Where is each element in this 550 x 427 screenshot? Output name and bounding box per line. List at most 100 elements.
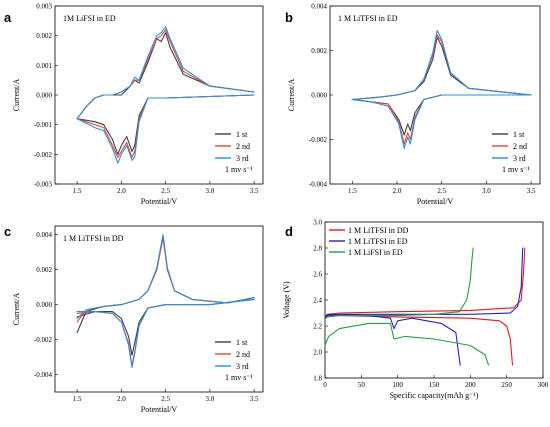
series-line-1-forward xyxy=(76,32,255,120)
x-tick-label: 1.5 xyxy=(73,395,82,403)
x-axis-label: Specific capacity(mAh g⁻¹) xyxy=(390,391,479,400)
x-axis-label: Potential/V xyxy=(141,197,178,206)
legend-label: 1 M LiTFSI in DD xyxy=(348,226,409,235)
y-tick-label: 0.003 xyxy=(36,3,52,11)
x-tick-label: 3.0 xyxy=(206,395,215,403)
x-tick-label: 3.5 xyxy=(250,187,259,195)
legend-label: 3 rd xyxy=(236,362,249,371)
series-line-3-return xyxy=(324,322,490,366)
scan-rate-label: 1 mv s⁻¹ xyxy=(225,373,254,382)
series-line-2-return xyxy=(76,298,255,367)
legend-label: 1 M LiTFSI in ED xyxy=(348,237,408,246)
series-line-3-return xyxy=(351,94,532,149)
x-tick-label: 3.5 xyxy=(527,187,536,195)
x-tick-label: 2.0 xyxy=(117,187,126,195)
series-line-3-forward xyxy=(76,26,255,120)
plot-frame xyxy=(54,225,264,393)
y-tick-label: -0.001 xyxy=(34,121,53,129)
legend-label: 2 nd xyxy=(513,142,527,151)
legend-label: 1 st xyxy=(513,130,525,139)
chart-panel-b: b 1.5 2.0 2.5 3.0 3.5 -0.004 -0.002 0.000 0.002 0.… xyxy=(285,3,541,206)
x-tick-label: 3.0 xyxy=(482,187,491,195)
x-tick-label: 300 xyxy=(538,381,549,389)
plot-frame xyxy=(54,5,264,185)
series-line-1-forward xyxy=(324,247,526,318)
y-tick-label: -0.004 xyxy=(34,371,53,379)
chart-annotation: 1 M LiTFSI in ED xyxy=(338,14,398,23)
x-tick-label: 1.5 xyxy=(348,187,357,195)
y-axis-label: Current/A xyxy=(12,293,21,326)
chart-panel-a: a 1.5 2.0 2.5 3.0 3.5 -0.003 -0.002 -0.001 0.000 0… xyxy=(4,3,264,206)
x-tick-label: 2.5 xyxy=(161,395,170,403)
series-line-1-return xyxy=(76,298,255,356)
series-line-2-forward xyxy=(351,34,532,101)
series-line-3-forward xyxy=(76,234,255,320)
x-tick-label: 2.0 xyxy=(117,395,126,403)
y-tick-label: 1.8 xyxy=(313,375,322,383)
series-line-1-return xyxy=(324,315,514,366)
y-tick-label: 0.001 xyxy=(36,62,52,70)
chart-annotation: 1M LiFSI in ED xyxy=(63,14,116,23)
scan-rate-label: 1 mv s⁻¹ xyxy=(502,165,531,174)
panel-letter-d: d xyxy=(285,224,293,239)
series-line-3-return xyxy=(76,298,255,369)
series-line-2-return xyxy=(351,94,532,145)
y-tick-label: 0.000 xyxy=(36,301,52,309)
x-tick-label: 200 xyxy=(465,381,476,389)
y-tick-label: 2.4 xyxy=(313,297,322,305)
x-tick-label: 50 xyxy=(358,381,366,389)
series-line-2-forward xyxy=(324,247,524,319)
y-tick-label: -0.002 xyxy=(309,136,328,144)
y-tick-label: 0.002 xyxy=(311,47,327,55)
y-tick-label: 2.0 xyxy=(313,349,322,357)
chart-annotation: 1 M LiTFSI in DD xyxy=(63,234,124,243)
panel-letter-a: a xyxy=(4,10,12,25)
series-line-2-forward xyxy=(76,29,255,120)
y-tick-label: 0.002 xyxy=(36,266,52,274)
legend-label: 1 st xyxy=(236,338,248,347)
legend-label: 1 M LiFSI in ED xyxy=(348,248,403,257)
y-tick-label: 0.000 xyxy=(311,92,327,100)
x-tick-label: 3.0 xyxy=(206,187,215,195)
y-tick-label: 2.2 xyxy=(313,323,322,331)
y-tick-label: -0.002 xyxy=(34,151,53,159)
series-line-1-return xyxy=(351,94,532,136)
x-axis-label: Potential/V xyxy=(141,405,178,414)
y-tick-label: 0.000 xyxy=(36,92,52,100)
y-tick-label: 0.004 xyxy=(36,231,52,239)
y-tick-label: 2.8 xyxy=(313,245,322,253)
x-tick-label: 0 xyxy=(323,381,327,389)
y-axis-label: Current/A xyxy=(287,79,296,112)
y-tick-label: -0.003 xyxy=(34,181,53,189)
series-line-2-return xyxy=(76,94,255,158)
series-line-3-return xyxy=(76,94,255,164)
x-axis-label: Potential/V xyxy=(417,197,454,206)
legend-label: 3 rd xyxy=(236,154,249,163)
y-tick-label: -0.002 xyxy=(34,336,53,344)
legend-label: 2 nd xyxy=(236,142,250,151)
x-tick-label: 250 xyxy=(501,381,512,389)
series-line-1-forward xyxy=(351,36,532,101)
x-tick-label: 2.5 xyxy=(437,187,446,195)
x-tick-label: 3.5 xyxy=(250,395,259,403)
scan-rate-label: 1 mv s⁻¹ xyxy=(225,165,254,174)
series-line-2-return xyxy=(324,313,461,366)
x-tick-label: 150 xyxy=(429,381,440,389)
panel-letter-c: c xyxy=(4,224,11,239)
y-axis-label: Voltage (V) xyxy=(282,281,291,319)
y-tick-label: 3.0 xyxy=(313,219,322,227)
x-tick-label: 2.0 xyxy=(393,187,402,195)
y-tick-label: 0.004 xyxy=(311,3,327,11)
x-tick-label: 100 xyxy=(392,381,403,389)
y-axis-label: Current/A xyxy=(12,79,21,112)
series-line-3-forward xyxy=(324,247,474,321)
legend-label: 3 rd xyxy=(513,154,526,163)
series-line-3-forward xyxy=(351,29,532,101)
panel-letter-b: b xyxy=(285,10,293,25)
chart-panel-d: d 0 50 100 150 200 250 300 1.8 2.0 2.2 2.4 2.6 2.8 3.0… xyxy=(282,219,549,401)
legend-label: 1 st xyxy=(236,130,248,139)
x-tick-label: 2.5 xyxy=(161,187,170,195)
chart-panel-c: c 1.5 2.0 2.5 3.0 3.5 -0.004 -0.002 0.000 0.002 0.… xyxy=(4,224,264,414)
x-tick-label: 1.5 xyxy=(73,187,82,195)
